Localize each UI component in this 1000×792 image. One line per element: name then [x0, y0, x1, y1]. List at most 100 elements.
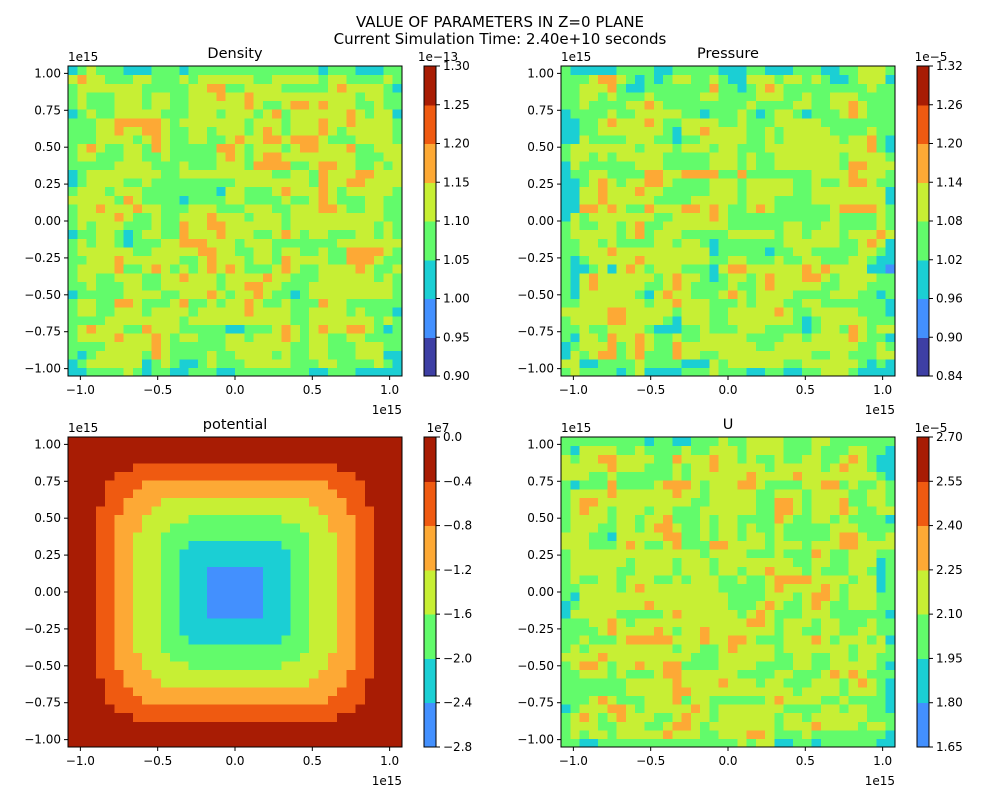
colorbar-tick-label: 1.26 — [936, 98, 963, 112]
colorbar-tick-label: 1.00 — [443, 292, 470, 306]
x-offset-label: 1e15 — [372, 403, 402, 417]
y-tick-label: 0.00 — [527, 585, 554, 599]
colorbar-tick-label: 1.25 — [443, 98, 470, 112]
y-tick-label: 0.00 — [527, 214, 554, 228]
y-tick-label: −0.25 — [24, 622, 61, 636]
x-tick-label: −1.0 — [66, 383, 95, 397]
colorbar-tick-label: 0.96 — [936, 292, 963, 306]
colorbar-tick-label: −0.4 — [443, 474, 472, 488]
y-tick-label: −0.75 — [517, 696, 554, 710]
y-tick-label: 0.00 — [34, 585, 61, 599]
colorbar — [423, 65, 437, 377]
colorbar-tick-label: −2.8 — [443, 740, 472, 754]
colorbar-tick-label: 2.40 — [936, 519, 963, 533]
colorbar-band — [424, 298, 436, 338]
subplot-u: U −1.0 −0.5 0.0 0.5 1.0 1e15 −1.00 −0.75 −0.50 −0.… — [517, 417, 963, 788]
x-tick-label: 0.0 — [718, 754, 737, 768]
x-offset-label: 1e15 — [372, 774, 402, 788]
subplot-pressure: Pressure −1.0 −0.5 0.0 0.5 1.0 1e15 −1.00 −0.75 −… — [517, 46, 963, 417]
x-tick-label: 1.0 — [380, 754, 399, 768]
y-tick-label: −0.50 — [517, 659, 554, 673]
y-tick-label: 0.75 — [527, 474, 554, 488]
x-tick-label: −0.5 — [143, 383, 172, 397]
colorbar-band — [917, 182, 929, 222]
colorbar-tick-label: 1.20 — [936, 137, 963, 151]
colorbar-band — [424, 702, 436, 748]
colorbar-band — [917, 66, 929, 106]
y-tick-label: −0.25 — [24, 251, 61, 265]
x-offset-label: 1e15 — [865, 774, 895, 788]
x-tick-label: −1.0 — [66, 754, 95, 768]
subplot-potential: potential −1.0 −0.5 0.0 0.5 1.0 1e15 −1.00 −0.75… — [24, 417, 472, 788]
colorbar-tick-label: 0.90 — [443, 369, 470, 383]
colorbar-tick-label: 1.05 — [443, 253, 470, 267]
x-tick-label: 0.0 — [225, 754, 244, 768]
y-tick-label: 0.25 — [527, 548, 554, 562]
colorbar-tick-label: −1.2 — [443, 563, 472, 577]
y-tick-label: 0.00 — [34, 214, 61, 228]
y-tick-label: 1.00 — [527, 66, 554, 80]
colorbar-tick-label: −2.4 — [443, 696, 472, 710]
colorbar-tick-label: 1.15 — [443, 175, 470, 189]
colorbar-band — [424, 525, 436, 571]
subplot-title: U — [723, 417, 734, 433]
y-tick-label: −1.00 — [24, 362, 61, 376]
y-tick-label: −0.25 — [517, 251, 554, 265]
colorbar-band — [917, 221, 929, 261]
y-offset-label: 1e15 — [68, 421, 98, 435]
y-tick-label: 0.75 — [34, 474, 61, 488]
y-tick-label: −1.00 — [517, 362, 554, 376]
colorbar-band — [917, 614, 929, 659]
colorbar-band — [424, 614, 436, 659]
colorbar-band — [917, 525, 929, 571]
x-tick-label: −0.5 — [143, 754, 172, 768]
x-tick-label: −0.5 — [636, 754, 665, 768]
colorbar-band — [917, 143, 929, 183]
colorbar-tick-label: 0.84 — [936, 369, 963, 383]
colorbar-tick-label: 2.10 — [936, 607, 963, 621]
colorbar-tick-label: 2.55 — [936, 474, 963, 488]
colorbar-tick-label: 1.32 — [936, 59, 963, 73]
y-tick-label: 0.50 — [34, 511, 61, 525]
y-tick-label: 0.50 — [527, 511, 554, 525]
colorbar-tick-label: 1.14 — [936, 175, 963, 189]
colorbar-offset-label: 1e−13 — [418, 50, 458, 64]
colorbar-tick-label: 2.25 — [936, 563, 963, 577]
y-tick-label: 0.25 — [34, 548, 61, 562]
y-tick-label: 0.75 — [527, 103, 554, 117]
y-tick-label: 0.50 — [527, 140, 554, 154]
contour-field-density — [68, 66, 403, 377]
contour-field-potential — [68, 437, 403, 748]
colorbar-band — [424, 104, 436, 144]
colorbar-band — [424, 569, 436, 615]
x-offset-label: 1e15 — [865, 403, 895, 417]
colorbar-tick-label: 1.30 — [443, 59, 470, 73]
subplot-density: Density −1.0 −0.5 0.0 0.5 1.0 1e15 −1.00 −0.75 −0… — [24, 46, 470, 417]
colorbar-band — [917, 702, 929, 748]
y-tick-label: 0.25 — [34, 177, 61, 191]
x-tick-label: 1.0 — [873, 754, 892, 768]
colorbar-tick-label: 0.95 — [443, 330, 470, 344]
colorbar-tick-label: −1.6 — [443, 607, 472, 621]
y-tick-label: 0.25 — [527, 177, 554, 191]
colorbar-band — [917, 259, 929, 299]
y-tick-label: 1.00 — [34, 437, 61, 451]
colorbar-band — [424, 259, 436, 299]
x-tick-label: 0.0 — [718, 383, 737, 397]
colorbar-band — [917, 298, 929, 338]
colorbar-band — [424, 221, 436, 261]
colorbar-offset-label: 1e−5 — [915, 50, 948, 64]
x-tick-label: 0.5 — [303, 754, 322, 768]
y-tick-label: 0.75 — [34, 103, 61, 117]
figure-title: VALUE OF PARAMETERS IN Z=0 PLANE — [355, 13, 645, 31]
colorbar-tick-label: 1.08 — [936, 214, 963, 228]
colorbar-tick-label: 1.10 — [443, 214, 470, 228]
y-offset-label: 1e15 — [68, 50, 98, 64]
subplot-title: Density — [207, 46, 263, 62]
colorbar-band — [424, 182, 436, 222]
x-tick-label: −1.0 — [559, 383, 588, 397]
colorbar-tick-label: 1.02 — [936, 253, 963, 267]
x-tick-label: 0.5 — [796, 754, 815, 768]
x-tick-label: 0.5 — [303, 383, 322, 397]
